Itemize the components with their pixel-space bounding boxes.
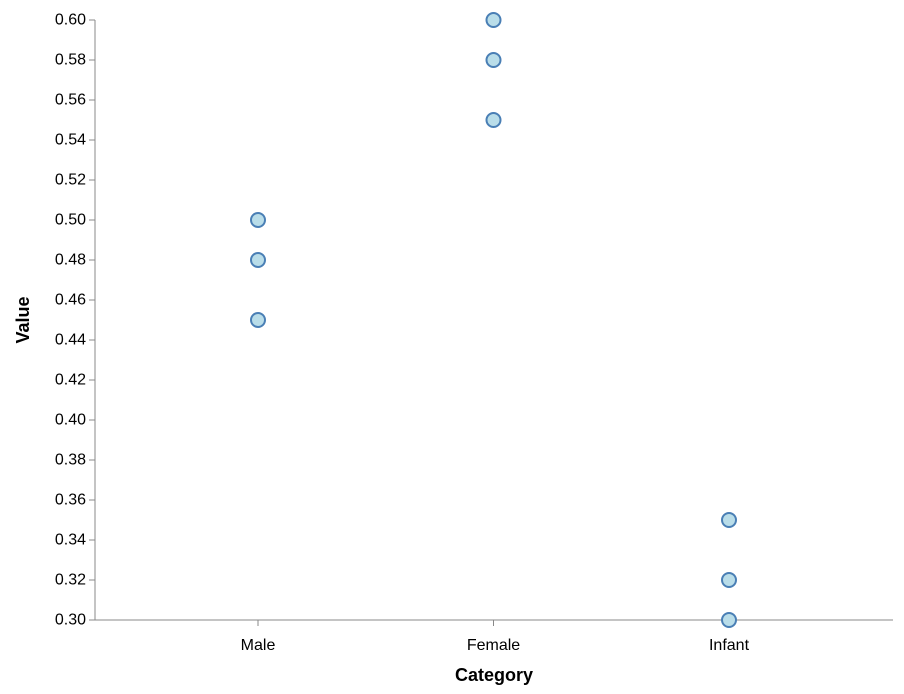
- y-tick-label: 0.46: [55, 292, 86, 309]
- y-tick-label: 0.36: [55, 492, 86, 509]
- data-point: [721, 572, 737, 588]
- x-tick-label: Infant: [709, 637, 750, 654]
- data-point: [485, 12, 502, 28]
- y-axis: 0.30 0.32 0.34 0.36 0.38 0.40 0.42 0.44 0.46 0.48…: [55, 12, 96, 629]
- y-tick-label: 0.38: [55, 452, 86, 469]
- y-tick-label: 0.58: [55, 52, 86, 69]
- x-tick-label: Female: [467, 637, 520, 654]
- data-point: [485, 52, 502, 68]
- y-tick-label: 0.56: [55, 92, 86, 109]
- y-tick-label: 0.30: [55, 612, 86, 629]
- data-point: [250, 212, 266, 228]
- data-point: [485, 112, 502, 128]
- data-point: [721, 512, 737, 528]
- y-axis-title: Value: [13, 296, 33, 343]
- data-point: [250, 252, 266, 268]
- y-tick-label: 0.42: [55, 372, 86, 389]
- data-point: [721, 612, 737, 628]
- y-tick-label: 0.34: [55, 532, 86, 549]
- y-tick-label: 0.48: [55, 252, 86, 269]
- y-tick-label: 0.32: [55, 572, 86, 589]
- y-tick-label: 0.54: [55, 132, 86, 149]
- x-axis-title: Category: [455, 665, 533, 685]
- y-tick-label: 0.40: [55, 412, 86, 429]
- data-points: [250, 12, 737, 628]
- x-axis: Male Female Infant: [95, 619, 893, 654]
- y-tick-label: 0.60: [55, 12, 86, 29]
- x-tick-label: Male: [241, 637, 276, 654]
- y-tick-label: 0.50: [55, 212, 86, 229]
- y-tick-label: 0.52: [55, 172, 86, 189]
- data-point: [250, 312, 266, 328]
- y-tick-label: 0.44: [55, 332, 86, 349]
